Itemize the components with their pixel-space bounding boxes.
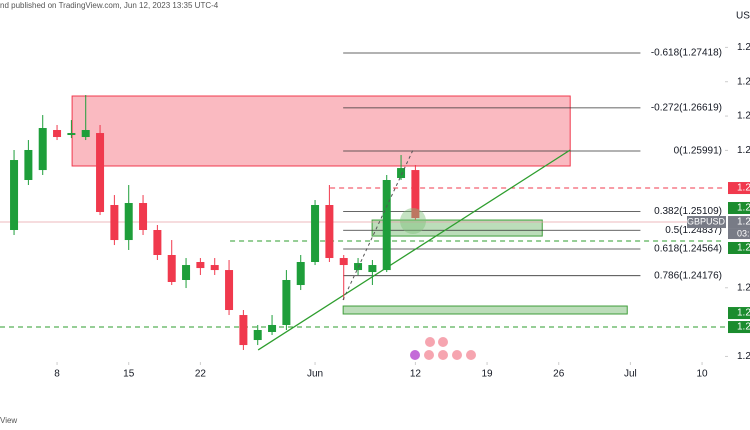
highlight-circle <box>400 208 426 234</box>
fib-label: -0.618(1.27418) <box>651 48 722 59</box>
y-tick-label: 1.2 <box>737 351 750 362</box>
price-badge <box>728 321 750 334</box>
price-badge-label: 1.2 <box>737 183 750 194</box>
currency: USD <box>736 11 750 22</box>
zone <box>371 219 543 237</box>
candle-body <box>311 205 320 263</box>
candle-body <box>167 255 176 282</box>
fib-label: 0.5(1.24837) <box>665 225 722 236</box>
candle-body <box>339 258 348 266</box>
y-tick-label: 1.2 <box>737 111 750 122</box>
fib-label: 0.786(1.24176) <box>654 270 722 281</box>
header: nd published on TradingView.com, Jun 12,… <box>0 1 219 10</box>
trendline <box>257 149 571 351</box>
event-icons <box>410 337 476 360</box>
candle-body <box>196 262 205 269</box>
candle-body <box>81 130 90 138</box>
candle-body <box>382 180 391 271</box>
candle-body <box>253 329 262 341</box>
y-tick-label: 1.2 <box>737 282 750 293</box>
symbol-label: GBPUSD <box>687 216 726 226</box>
candle-body <box>53 130 62 138</box>
candle-body <box>225 270 234 311</box>
candle-body <box>268 324 277 332</box>
candle-body <box>397 168 406 179</box>
x-tick-label: 26 <box>553 369 565 380</box>
countdown: 03: <box>737 228 750 238</box>
price-badge <box>728 202 750 215</box>
candle-body <box>10 160 19 231</box>
x-tick-label: Jun <box>307 369 323 380</box>
symbol-tag <box>687 216 726 229</box>
icon <box>424 350 434 360</box>
icon <box>452 350 462 360</box>
x-tick-label: Jul <box>624 369 637 380</box>
fib-label: -0.272(1.26619) <box>651 103 722 114</box>
candle-body <box>282 279 291 325</box>
candle-body <box>24 149 33 181</box>
x-tick-label: 8 <box>54 369 60 380</box>
candle-body <box>210 265 219 271</box>
x-tick-label: 12 <box>410 369 422 380</box>
candle-body <box>96 133 105 213</box>
candle-body <box>239 315 248 346</box>
fib-label: 0.618(1.24564) <box>654 244 722 255</box>
candle-body <box>124 203 133 241</box>
candle-body <box>139 203 148 231</box>
icon <box>466 350 476 360</box>
price-badge <box>728 307 750 320</box>
y-tick-label: 1.2 <box>737 42 750 53</box>
fib-label: 0(1.25991) <box>674 146 722 157</box>
candle-body <box>325 205 334 259</box>
x-tick-label: 10 <box>697 369 709 380</box>
candle-body <box>153 230 162 256</box>
zone <box>342 305 628 315</box>
candle-body <box>354 263 363 271</box>
price-badge-label: 1.2 <box>737 308 750 319</box>
icon <box>410 350 420 360</box>
countdown-bg <box>728 228 750 240</box>
zone <box>71 95 571 167</box>
price-badge-label: 1.2 <box>737 217 750 228</box>
x-tick-label: 22 <box>195 369 207 380</box>
icon <box>438 337 448 347</box>
price-badge <box>728 241 750 254</box>
price-badge-label: 1.2 <box>737 203 750 214</box>
icon <box>438 350 448 360</box>
fib-label: 0.382(1.25109) <box>654 206 722 217</box>
price-badge <box>728 182 750 195</box>
candle-body <box>296 262 305 286</box>
candle-body <box>67 133 76 136</box>
candle-body <box>368 265 377 273</box>
icon <box>425 337 435 347</box>
price-badge-label: 1.2 <box>737 243 750 254</box>
candle-body <box>38 128 47 171</box>
candle-body <box>182 265 191 280</box>
candle-body <box>411 170 420 219</box>
price-badge <box>728 216 750 229</box>
plot: -0.618(1.27418) -0.272(1.26619) 0(1.25991)… <box>0 42 750 380</box>
x-tick-label: 15 <box>123 369 135 380</box>
candle-body <box>110 205 119 241</box>
price-badge-label: 1.2 <box>737 322 750 333</box>
x-tick-label: 19 <box>481 369 493 380</box>
footer: View <box>0 416 17 425</box>
y-tick-label: 1.2 <box>737 145 750 156</box>
y-tick-label: 1.2 <box>737 76 750 87</box>
